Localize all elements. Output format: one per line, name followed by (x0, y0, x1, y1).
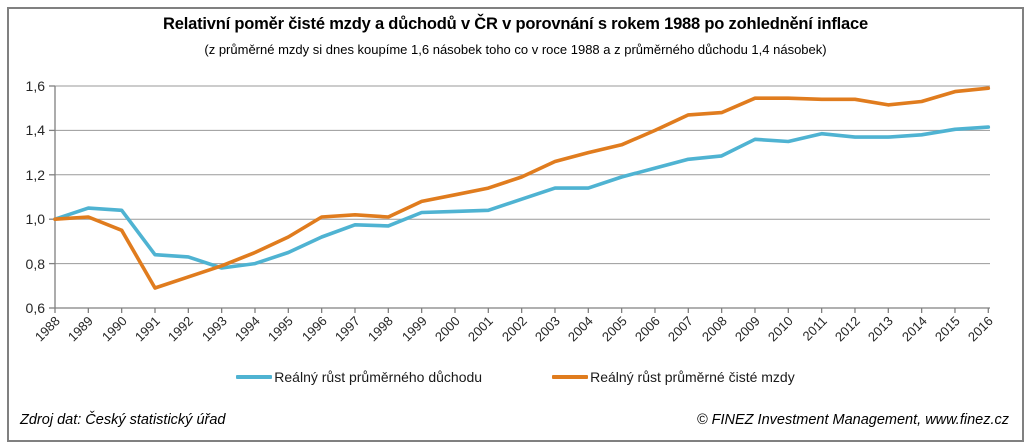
chart-title: Relativní poměr čisté mzdy a důchodů v Č… (163, 15, 868, 33)
plot-area (49, 85, 991, 313)
legend: Reálný růst průměrného důchodu Reálný rů… (0, 369, 1031, 385)
y-axis-label: 1,6 (25, 78, 45, 94)
legend-item-pension: Reálný růst průměrného důchodu (236, 369, 482, 385)
y-axis-label: 1,0 (25, 211, 45, 228)
chart-subtitle: (z průměrné mzdy si dnes koupíme 1,6 nás… (204, 42, 827, 57)
pension-line-swatch (236, 375, 273, 379)
legend-label-wage: Reálný růst průměrné čisté mzdy (590, 369, 795, 385)
y-axis-label: 0,8 (25, 255, 45, 272)
series-line-1 (53, 86, 991, 290)
legend-label-pension: Reálný růst průměrného důchodu (274, 369, 483, 385)
y-axis-label: 1,2 (25, 166, 45, 183)
copyright-note: © FINEZ Investment Management, www.finez… (696, 412, 1009, 428)
series-line-0 (53, 125, 991, 270)
legend-item-wage: Reálný růst průměrné čisté mzdy (552, 369, 795, 385)
y-axis-label: 1,4 (25, 122, 45, 139)
data-source-note: Zdroj dat: Český statistický úřad (20, 412, 226, 428)
wage-line-swatch (552, 375, 589, 379)
y-axis-label: 0,6 (25, 300, 45, 316)
